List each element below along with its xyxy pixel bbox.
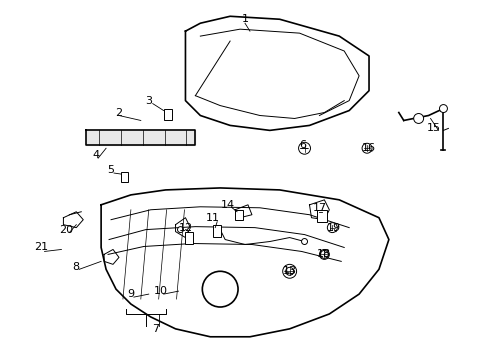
Circle shape <box>319 249 328 260</box>
Polygon shape <box>309 200 328 220</box>
Text: 10: 10 <box>153 286 167 296</box>
Polygon shape <box>185 16 368 130</box>
Text: 15: 15 <box>426 123 440 134</box>
Text: 20: 20 <box>59 225 73 235</box>
Text: 21: 21 <box>35 243 48 252</box>
Polygon shape <box>63 212 83 228</box>
Polygon shape <box>175 218 190 238</box>
Text: 13: 13 <box>282 266 296 276</box>
Circle shape <box>361 143 371 153</box>
Bar <box>213 225 221 237</box>
Text: 1: 1 <box>241 14 248 24</box>
Text: 16: 16 <box>361 143 375 153</box>
Polygon shape <box>235 205 251 218</box>
Polygon shape <box>101 188 388 337</box>
Circle shape <box>283 265 295 277</box>
Circle shape <box>320 251 327 258</box>
Text: 4: 4 <box>92 150 100 160</box>
Bar <box>317 210 326 222</box>
Circle shape <box>301 239 307 244</box>
Circle shape <box>298 142 310 154</box>
Circle shape <box>327 224 336 231</box>
Circle shape <box>282 264 296 278</box>
Polygon shape <box>86 130 195 145</box>
Circle shape <box>413 113 423 123</box>
Circle shape <box>285 267 293 275</box>
Text: 5: 5 <box>107 165 114 175</box>
Text: 2: 2 <box>115 108 122 117</box>
Bar <box>185 231 193 243</box>
Bar <box>163 109 171 121</box>
Text: 12: 12 <box>178 222 192 233</box>
Bar <box>121 172 128 182</box>
Circle shape <box>439 105 447 113</box>
Text: 9: 9 <box>127 289 134 299</box>
Text: 17: 17 <box>312 203 326 213</box>
Text: 3: 3 <box>145 96 152 105</box>
Circle shape <box>177 227 183 233</box>
Text: 11: 11 <box>206 213 220 223</box>
Circle shape <box>326 223 337 233</box>
Text: 18: 18 <box>317 249 331 260</box>
Circle shape <box>202 271 238 307</box>
Bar <box>235 210 243 220</box>
Text: 7: 7 <box>152 324 159 334</box>
Text: 14: 14 <box>221 200 235 210</box>
Text: 8: 8 <box>73 262 80 272</box>
Text: 6: 6 <box>299 140 305 150</box>
Text: 19: 19 <box>326 222 341 233</box>
Polygon shape <box>104 249 119 264</box>
